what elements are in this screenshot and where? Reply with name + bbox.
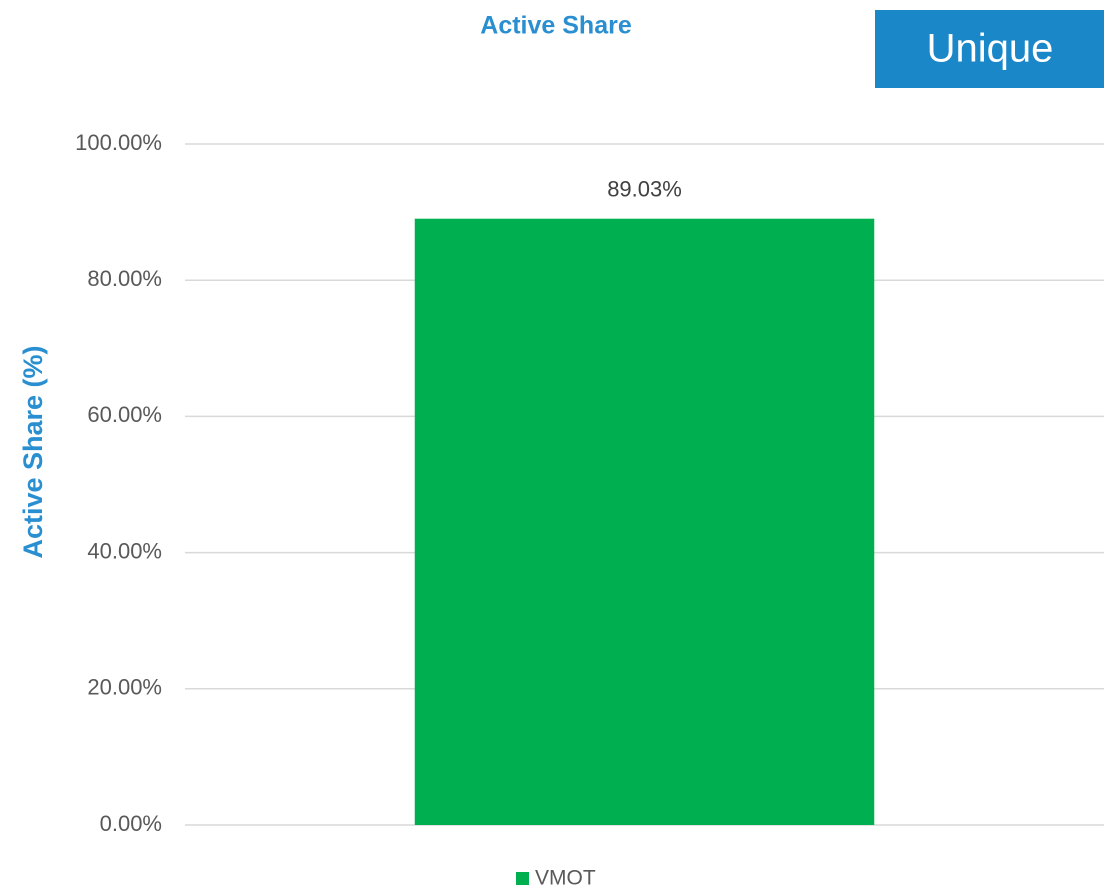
badge: Unique — [927, 27, 1054, 71]
y-tick-label: 20.00% — [87, 675, 162, 700]
legend-swatch — [516, 872, 529, 885]
y-tick-label: 60.00% — [87, 402, 162, 427]
legend-label: VMOT — [535, 867, 596, 888]
bar — [414, 218, 875, 826]
data-label: 89.03% — [607, 177, 682, 202]
chart-title: Active Share — [480, 12, 632, 40]
y-tick-label: 40.00% — [87, 538, 162, 563]
y-tick-label: 0.00% — [100, 811, 162, 836]
y-tick-label: 80.00% — [87, 266, 162, 291]
y-axis-label: Active Share (%) — [18, 345, 48, 558]
y-tick-label: 100.00% — [75, 130, 162, 155]
badge-box — [875, 10, 1104, 88]
